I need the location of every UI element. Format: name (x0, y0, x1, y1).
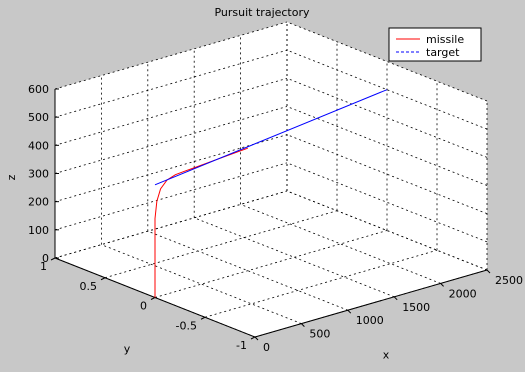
grid-side-z (286, 21, 488, 102)
grid-back-z (54, 134, 288, 203)
z-tick-label: 300 (28, 168, 49, 181)
z-axis-label: z (5, 174, 18, 180)
series-line-target (154, 89, 388, 186)
grid-back-z (54, 190, 288, 259)
grid-back-z (54, 49, 288, 118)
grid-back-z (54, 77, 288, 146)
x-tick-label: 2000 (449, 287, 477, 300)
grid-back-z (54, 21, 288, 90)
grid-back-z (54, 106, 288, 174)
z-tick-label: 500 (28, 111, 49, 124)
y-tick-mark (150, 297, 156, 300)
grid-side-z (286, 190, 488, 271)
z-tick-label: 100 (28, 224, 49, 237)
grid-side-z (286, 106, 488, 186)
z-tick-label: 0 (42, 252, 49, 265)
y-tick-label: 0.5 (80, 280, 98, 293)
grid-floor-y (104, 210, 338, 279)
y-tick-label: 1 (40, 260, 47, 273)
x-tick-label: 2500 (495, 274, 523, 287)
x-tick-mark (486, 269, 491, 274)
grid-floor-y (204, 249, 438, 318)
z-tick-label: 600 (28, 83, 49, 96)
y-tick-label: 0 (140, 300, 147, 313)
x-tick-label: 0 (263, 341, 270, 354)
y-tick-label: -0.5 (176, 319, 197, 332)
series-lines (154, 89, 388, 298)
grid-side-z (286, 77, 488, 158)
y-tick-label: -1 (236, 339, 247, 352)
x-tick-label: 1500 (402, 301, 430, 314)
grid-floor-x (240, 204, 441, 284)
x-axis-label: x (383, 349, 390, 362)
x-tick-mark (393, 296, 398, 301)
legend-label-missile: missile (426, 33, 464, 46)
x-tick-mark (347, 309, 352, 314)
x-tick-mark (301, 323, 305, 327)
grid-floor-x (194, 217, 395, 298)
x-tick-label: 1000 (356, 314, 384, 327)
grid-side-z (286, 49, 488, 130)
y-tick-mark (250, 336, 256, 340)
chart-title: Pursuit trajectory (214, 6, 310, 19)
y-axis-label: y (124, 343, 131, 356)
y-tick-mark (100, 277, 106, 281)
axis-ticks: 05001000150020002500-1-0.500.51010020030… (28, 83, 523, 354)
legend-box (388, 27, 482, 62)
grid-side-z (286, 134, 488, 215)
x-tick-label: 500 (309, 328, 330, 341)
grid-floor-y (154, 230, 388, 298)
legend: missile target (388, 27, 482, 62)
z-tick-label: 400 (28, 139, 49, 152)
z-tick-label: 200 (28, 196, 49, 209)
grid-floor-x (101, 244, 302, 324)
grid-floor-x (147, 230, 348, 311)
legend-label-target: target (426, 46, 460, 59)
grid-side-z (286, 162, 488, 243)
x-tick-mark (254, 336, 259, 341)
x-axis-line (254, 269, 488, 338)
axes-background (55, 22, 487, 337)
grid-lines (54, 21, 488, 338)
y-tick-mark (200, 316, 206, 320)
y-tick-mark (50, 257, 56, 261)
x-tick-mark (440, 283, 444, 287)
grid-back-z (54, 162, 288, 231)
